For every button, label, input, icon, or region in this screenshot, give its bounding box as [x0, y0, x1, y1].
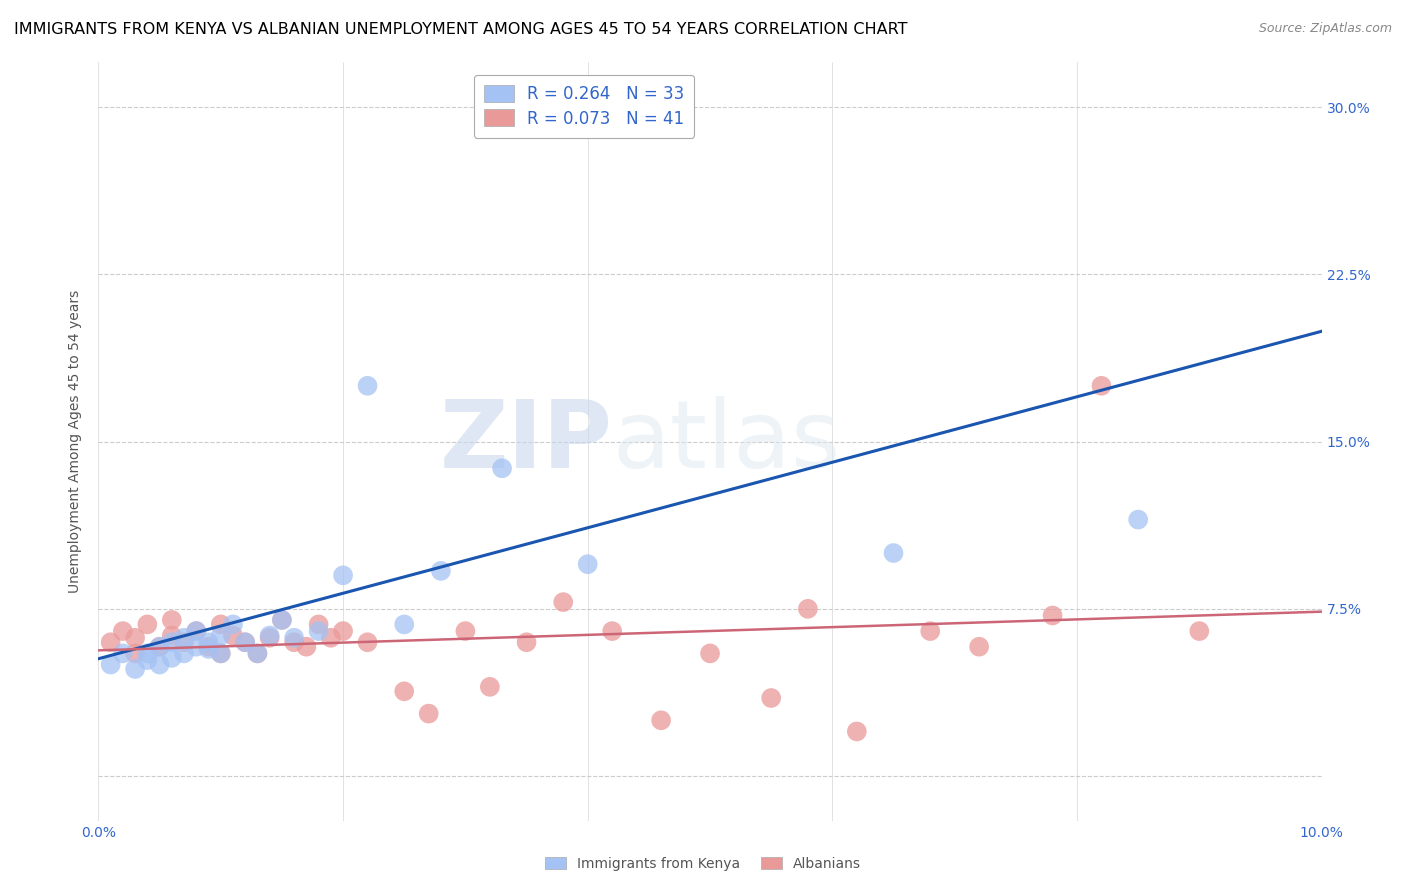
Point: [124, 646, 146, 660]
Point: [197, 642, 219, 657]
Point: [418, 706, 440, 721]
Point: [576, 557, 599, 572]
Point: [111, 624, 134, 639]
Point: [233, 635, 256, 649]
Point: [392, 684, 416, 698]
Point: [149, 657, 172, 672]
Point: [209, 646, 232, 660]
Point: [209, 617, 232, 632]
Point: [797, 602, 820, 616]
Point: [160, 635, 183, 649]
Point: [920, 624, 942, 639]
Legend: R = 0.264   N = 33, R = 0.073   N = 41: R = 0.264 N = 33, R = 0.073 N = 41: [474, 75, 695, 137]
Point: [136, 646, 159, 660]
Point: [197, 640, 219, 654]
Point: [967, 640, 990, 654]
Point: [259, 628, 281, 642]
Legend: Immigrants from Kenya, Albanians: Immigrants from Kenya, Albanians: [540, 851, 866, 876]
Point: [553, 595, 575, 609]
Point: [270, 613, 292, 627]
Text: IMMIGRANTS FROM KENYA VS ALBANIAN UNEMPLOYMENT AMONG AGES 45 TO 54 YEARS CORRELA: IMMIGRANTS FROM KENYA VS ALBANIAN UNEMPL…: [14, 22, 907, 37]
Point: [222, 617, 245, 632]
Point: [600, 624, 623, 639]
Text: ZIP: ZIP: [439, 395, 612, 488]
Point: [124, 662, 146, 676]
Point: [160, 628, 183, 642]
Point: [295, 640, 318, 654]
Point: [1042, 608, 1064, 623]
Point: [160, 613, 183, 627]
Point: [637, 112, 661, 126]
Point: [491, 461, 513, 475]
Point: [759, 690, 782, 705]
Point: [332, 568, 354, 582]
Point: [209, 646, 232, 660]
Point: [259, 631, 281, 645]
Point: [1188, 624, 1211, 639]
Point: [356, 635, 378, 649]
Point: [233, 635, 256, 649]
Point: [845, 724, 868, 739]
Point: [246, 646, 269, 660]
Point: [111, 646, 134, 660]
Point: [173, 635, 195, 649]
Point: [308, 617, 330, 632]
Point: [197, 635, 219, 649]
Point: [149, 640, 172, 654]
Y-axis label: Unemployment Among Ages 45 to 54 years: Unemployment Among Ages 45 to 54 years: [69, 290, 83, 593]
Point: [246, 646, 269, 660]
Point: [173, 631, 195, 645]
Point: [222, 628, 245, 642]
Point: [430, 564, 453, 578]
Point: [136, 617, 159, 632]
Point: [270, 613, 292, 627]
Point: [516, 635, 538, 649]
Point: [149, 640, 172, 654]
Point: [883, 546, 905, 560]
Point: [124, 631, 146, 645]
Point: [283, 635, 305, 649]
Point: [173, 646, 195, 660]
Point: [392, 617, 416, 632]
Text: Source: ZipAtlas.com: Source: ZipAtlas.com: [1258, 22, 1392, 36]
Point: [332, 624, 354, 639]
Point: [160, 651, 183, 665]
Point: [308, 624, 330, 639]
Point: [356, 378, 378, 392]
Point: [1128, 512, 1150, 526]
Point: [186, 624, 208, 639]
Point: [209, 628, 232, 642]
Point: [100, 657, 122, 672]
Point: [699, 646, 721, 660]
Point: [283, 631, 305, 645]
Point: [650, 714, 672, 728]
Point: [186, 624, 208, 639]
Point: [1090, 378, 1112, 392]
Point: [100, 635, 122, 649]
Point: [186, 640, 208, 654]
Text: atlas: atlas: [612, 395, 841, 488]
Point: [454, 624, 477, 639]
Point: [319, 631, 342, 645]
Point: [478, 680, 501, 694]
Point: [136, 653, 159, 667]
